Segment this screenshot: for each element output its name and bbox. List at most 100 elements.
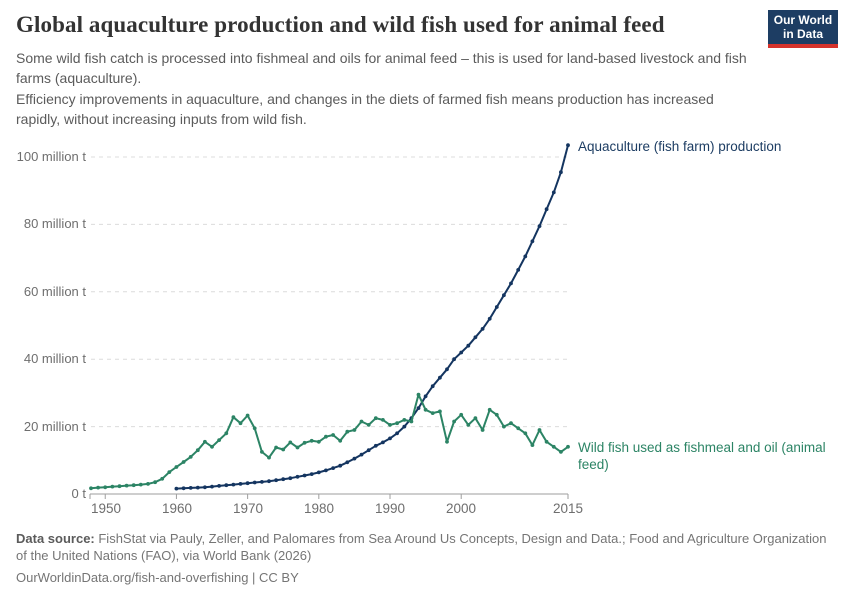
data-point[interactable] <box>281 447 286 452</box>
data-point[interactable] <box>302 440 307 445</box>
data-point[interactable] <box>281 477 286 482</box>
data-point[interactable] <box>502 293 506 298</box>
data-point[interactable] <box>466 423 471 427</box>
aquaculture-line[interactable] <box>174 143 570 491</box>
data-point[interactable] <box>537 428 542 432</box>
data-point[interactable] <box>181 460 186 464</box>
data-point[interactable] <box>530 443 535 447</box>
data-point[interactable] <box>124 483 129 488</box>
data-point[interactable] <box>430 411 435 415</box>
data-point[interactable] <box>224 431 229 436</box>
data-point[interactable] <box>423 407 428 412</box>
data-point[interactable] <box>160 476 165 481</box>
data-point[interactable] <box>445 439 449 444</box>
data-point[interactable] <box>231 415 236 420</box>
data-point[interactable] <box>537 224 542 229</box>
data-point[interactable] <box>195 448 200 453</box>
data-point[interactable] <box>210 444 214 449</box>
data-point[interactable] <box>274 478 278 483</box>
data-point[interactable] <box>345 460 350 465</box>
data-point[interactable] <box>509 281 513 286</box>
data-point[interactable] <box>224 483 229 488</box>
data-point[interactable] <box>430 384 435 389</box>
data-point[interactable] <box>174 486 179 491</box>
data-point[interactable] <box>352 456 357 461</box>
data-point[interactable] <box>559 170 563 175</box>
data-point[interactable] <box>96 485 100 490</box>
data-point[interactable] <box>544 439 549 444</box>
data-point[interactable] <box>452 357 456 362</box>
data-point[interactable] <box>509 421 513 426</box>
data-point[interactable] <box>494 305 499 309</box>
data-point[interactable] <box>316 439 321 444</box>
data-point[interactable] <box>388 423 392 427</box>
data-point[interactable] <box>288 440 293 445</box>
data-point[interactable] <box>473 335 478 340</box>
data-point[interactable] <box>559 450 563 454</box>
owid-logo[interactable]: Our World in Data <box>768 10 838 48</box>
data-point[interactable] <box>381 440 385 445</box>
data-point[interactable] <box>381 418 385 422</box>
data-point[interactable] <box>566 444 570 449</box>
data-point[interactable] <box>110 484 115 489</box>
data-point[interactable] <box>416 406 421 410</box>
data-point[interactable] <box>480 428 485 432</box>
data-point[interactable] <box>295 445 300 450</box>
data-point[interactable] <box>252 426 257 431</box>
data-point[interactable] <box>195 485 200 490</box>
data-point[interactable] <box>423 394 428 399</box>
data-point[interactable] <box>395 421 399 426</box>
data-point[interactable] <box>331 466 335 470</box>
data-point[interactable] <box>302 473 307 478</box>
data-point[interactable] <box>309 472 314 476</box>
data-point[interactable] <box>138 482 143 487</box>
data-point[interactable] <box>295 474 300 479</box>
data-point[interactable] <box>245 481 250 486</box>
data-point[interactable] <box>260 480 264 484</box>
data-point[interactable] <box>252 480 257 485</box>
data-point[interactable] <box>352 428 357 432</box>
data-point[interactable] <box>203 485 207 490</box>
wild-fish-line[interactable] <box>89 392 570 491</box>
data-point[interactable] <box>438 375 442 380</box>
data-point[interactable] <box>373 443 378 448</box>
data-point[interactable] <box>217 438 222 442</box>
data-point[interactable] <box>267 455 271 460</box>
data-point[interactable] <box>438 409 442 414</box>
data-point[interactable] <box>131 483 136 488</box>
data-point[interactable] <box>366 448 371 453</box>
data-point[interactable] <box>409 419 414 424</box>
data-point[interactable] <box>274 445 278 450</box>
data-point[interactable] <box>153 480 158 485</box>
data-point[interactable] <box>288 476 293 481</box>
data-point[interactable] <box>359 452 364 457</box>
data-point[interactable] <box>231 482 236 487</box>
data-point[interactable] <box>238 482 243 486</box>
data-point[interactable] <box>466 343 471 348</box>
data-point[interactable] <box>331 433 335 437</box>
data-point[interactable] <box>324 468 328 473</box>
data-point[interactable] <box>260 450 264 454</box>
data-point[interactable] <box>530 239 535 244</box>
data-point[interactable] <box>117 484 122 489</box>
data-point[interactable] <box>416 392 421 397</box>
data-point[interactable] <box>245 413 250 418</box>
data-point[interactable] <box>174 465 179 469</box>
data-point[interactable] <box>402 424 407 429</box>
data-point[interactable] <box>338 463 343 468</box>
data-point[interactable] <box>516 426 521 431</box>
data-point[interactable] <box>459 350 464 355</box>
data-point[interactable] <box>445 367 449 372</box>
data-point[interactable] <box>324 434 328 439</box>
data-point[interactable] <box>267 479 271 484</box>
data-point[interactable] <box>210 484 214 489</box>
data-point[interactable] <box>316 470 321 475</box>
data-point[interactable] <box>203 439 207 444</box>
data-point[interactable] <box>473 416 478 421</box>
data-point[interactable] <box>373 416 378 421</box>
data-point[interactable] <box>188 486 193 490</box>
data-point[interactable] <box>146 482 150 486</box>
data-point[interactable] <box>345 429 350 434</box>
